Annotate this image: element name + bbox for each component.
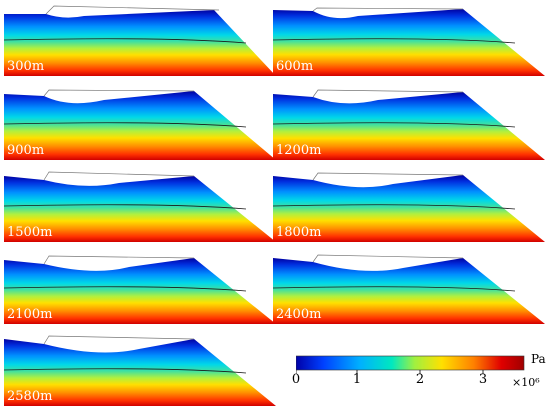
stress-panel-9: 2580m: [4, 334, 276, 406]
stress-field: [4, 255, 276, 324]
stress-panel-5: 1500m: [4, 170, 276, 242]
stage-label: 2400m: [276, 307, 322, 322]
stress-field: [4, 171, 276, 242]
stress-field: [273, 172, 545, 242]
stress-panel-6: 1800m: [273, 170, 545, 242]
stage-label: 600m: [276, 59, 314, 74]
stress-panel-2: 600m: [273, 4, 545, 76]
colorbar-gradient: [296, 355, 525, 374]
colorbar-tick: 0: [291, 372, 301, 387]
stage-label: 2580m: [7, 389, 53, 404]
stage-label: 1800m: [276, 225, 322, 240]
stress-panel-7: 2100m: [4, 252, 276, 324]
stress-panel-4: 1200m: [273, 88, 545, 160]
stress-panel-1: 300m: [4, 4, 276, 76]
colorbar-tick: 1: [352, 372, 362, 387]
colorbar-unit: Pa: [531, 352, 546, 366]
stress-panel-3: 900m: [4, 88, 276, 160]
stress-field: [273, 7, 545, 76]
colorbar-tick: 3: [478, 372, 488, 387]
colorbar: Pa 0 1 2 3 ×10⁶: [292, 350, 546, 398]
stage-label: 2100m: [7, 307, 53, 322]
stress-field: [4, 89, 276, 160]
stage-label: 300m: [7, 59, 45, 74]
stage-label: 900m: [7, 143, 45, 158]
colorbar-tick: 2: [415, 372, 425, 387]
colorbar-scale: ×10⁶: [512, 376, 540, 389]
stage-label: 1500m: [7, 225, 53, 240]
stage-label: 1200m: [276, 143, 322, 158]
stress-field: [273, 254, 545, 324]
stress-field: [4, 5, 276, 76]
stress-field: [4, 335, 276, 406]
stress-field: [273, 89, 545, 160]
stress-panel-8: 2400m: [273, 252, 545, 324]
